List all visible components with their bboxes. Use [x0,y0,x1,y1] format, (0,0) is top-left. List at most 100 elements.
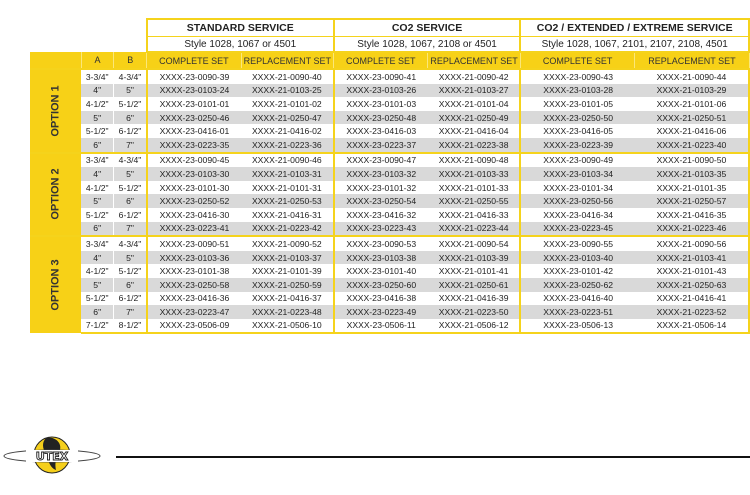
co2-replacement-set: XXXX-21-0103-33 [427,167,521,181]
table-row: 4" 5" XXXX-23-0103-36 XXXX-21-0103-37 XXXX-2… [30,250,750,265]
size-b: 6" [113,110,148,125]
extreme-replacement-set: XXXX-21-0103-41 [634,250,750,265]
standard-complete-set: XXXX-23-0223-41 [145,221,241,237]
table-row: 6" 7" XXXX-23-0223-41 XXXX-21-0223-42 XXXX-2… [30,221,750,237]
co2-replacement-set: XXXX-21-0416-04 [438,126,509,137]
extreme-complete-set: XXXX-23-0223-39 [519,137,635,153]
col-b-header: B [113,52,148,69]
extreme-replacement-set: XXXX-21-0223-46 [634,221,750,237]
table-row: 5" 6" XXXX-23-0250-46 XXXX-21-0250-47 XXXX-2… [30,110,750,125]
standard-complete-set: XXXX-23-0103-24 [145,83,241,98]
table-row: 6" 7" XXXX-23-0223-47 XXXX-21-0223-48 XXXX-2… [30,305,750,319]
table-row: OPTION 3 3-3/4" 4-3/4" XXXX-23-0090-51 XXXX-… [30,235,750,334]
co2-service-style: Style 1028, 1067, 2108 or 4501 [332,36,522,53]
standard-complete-set: XXXX-23-0416-30 [145,207,241,222]
size-a: 6" [81,305,115,319]
standard-complete-set: XXXX-23-0101-01 [145,97,241,111]
extreme-complete-set: XXXX-23-0223-45 [519,221,635,237]
extreme-replacement-set: XXXX-21-0250-51 [634,110,750,125]
standard-replacement-set: XXXX-21-0506-10 [241,318,334,335]
complete-set-header: COMPLETE SET [146,52,242,69]
footer-rule [116,456,750,458]
extreme-complete-set: XXXX-23-0103-34 [519,167,635,181]
table-row: 5" 6" XXXX-23-0250-52 XXXX-21-0250-53 XXXX-2… [30,194,750,208]
size-b: 7" [113,137,148,153]
size-a: 7-1/2" [81,318,115,335]
size-b: 6" [113,194,148,208]
size-b: 6-1/2" [113,291,148,306]
replacement-set-header: REPLACEMENT SET [427,52,521,69]
standard-complete-set: XXXX-23-0416-36 [145,291,241,306]
standard-service-style: Style 1028, 1067 or 4501 [145,36,335,53]
standard-complete-set: XXXX-23-0223-47 [145,305,241,319]
size-a: 4" [81,250,115,265]
complete-set-header: COMPLETE SET [333,52,429,69]
standard-replacement-set: XXXX-21-0250-47 [241,110,334,125]
table-row: 4" 5" XXXX-23-0103-30 XXXX-21-0103-31 XXXX-2… [30,167,750,181]
extreme-complete-set: XXXX-23-0250-62 [519,277,635,292]
size-a: 5-1/2" [81,207,115,222]
size-b: 4-3/4" [113,68,148,84]
standard-replacement-set: XXXX-21-0250-59 [241,277,334,292]
co2-complete-set: XXXX-23-0103-38 [332,250,428,265]
size-a: 5-1/2" [81,291,115,306]
size-b: 4-3/4" [113,235,148,251]
extreme-replacement-set: XXXX-21-0223-52 [634,305,750,319]
standard-complete-set: XXXX-23-0250-58 [145,277,241,292]
co2-complete-set: XXXX-23-0416-38 [332,291,428,306]
table-body: OPTION 1 3-3/4" 4-3/4" XXXX-23-0090-39 XXXX-… [30,68,750,335]
co2-replacement-set: XXXX-21-0090-48 [427,151,521,168]
table-row: 5-1/2" 6-1/2" XXXX-23-0416-30 XXXX-21-0416-… [30,207,750,222]
size-b: 8-1/2" [113,318,148,335]
extreme-complete-set: XXXX-23-0506-13 [519,318,635,335]
option-label-text: OPTION 3 [49,259,62,311]
standard-replacement-set: XXXX-21-0250-53 [241,194,334,208]
co2-replacement-set: XXXX-21-0223-38 [427,137,521,153]
col-a-header: A [81,52,115,69]
standard-complete-set: XXXX-23-0103-30 [145,167,241,181]
extreme-replacement-set: XXXX-21-0103-29 [634,83,750,98]
extreme-replacement-set: XXXX-21-0101-35 [634,180,750,195]
size-b: 5-1/2" [113,264,148,278]
co2-replacement-set: XXXX-21-0103-39 [427,250,521,265]
extreme-replacement-set: XXXX-21-0250-63 [634,277,750,292]
co2-complete-set: XXXX-23-0223-37 [332,137,428,153]
size-b: 7" [113,305,148,319]
size-a: 6" [81,137,115,153]
option-label-text: OPTION 2 [49,168,62,221]
standard-complete-set: XXXX-23-0090-39 [145,68,241,84]
standard-replacement-set: XXXX-21-0103-25 [241,83,334,98]
size-b: 4-3/4" [113,151,148,168]
standard-complete-set: XXXX-23-0506-09 [145,318,241,335]
standard-service-title: STANDARD SERVICE [145,18,335,37]
standard-replacement-set: XXXX-21-0101-02 [251,98,322,109]
size-a: 4" [81,83,115,98]
co2-replacement-set: XXXX-21-0223-44 [427,221,521,237]
extreme-service-style: Style 1028, 1067, 2101, 2107, 2108, 4501 [519,36,750,53]
extreme-complete-set: XXXX-23-0090-43 [519,68,635,84]
co2-complete-set: XXXX-23-0250-60 [332,277,428,292]
extreme-complete-set: XXXX-23-0101-05 [519,97,635,111]
extreme-replacement-set: XXXX-21-0090-50 [634,151,750,168]
option-label: OPTION 1 [30,68,82,153]
size-b: 5" [113,250,148,265]
co2-complete-set: XXXX-23-0103-26 [332,83,428,98]
co2-replacement-set: XXXX-21-0101-41 [438,266,509,277]
co2-complete-set: XXXX-23-0506-11 [332,318,428,335]
extreme-replacement-set: XXXX-21-0090-56 [634,235,750,251]
co2-complete-set: XXXX-23-0101-32 [332,180,428,195]
table-row: 7-1/2" 8-1/2" XXXX-23-0506-09 XXXX-21-0506-… [30,318,750,335]
co2-complete-set: XXXX-23-0223-49 [332,305,428,319]
co2-complete-set: XXXX-23-0090-41 [332,68,428,84]
extreme-replacement-set: XXXX-21-0416-06 [634,124,750,138]
standard-complete-set: XXXX-23-0416-01 [145,124,241,138]
size-a: 3-3/4" [81,151,115,168]
size-b: 6-1/2" [113,124,148,138]
extreme-complete-set: XXXX-23-0416-05 [519,124,635,138]
extreme-replacement-set: XXXX-21-0416-35 [634,207,750,222]
extreme-complete-set: XXXX-23-0103-28 [519,83,635,98]
extreme-replacement-set: XXXX-21-0101-06 [634,97,750,111]
size-a: 5-1/2" [81,124,115,138]
standard-replacement-set: XXXX-21-0223-42 [241,221,334,237]
table-row: 5-1/2" 6-1/2" XXXX-23-0416-01 XXXX-21-0416-… [30,124,750,138]
